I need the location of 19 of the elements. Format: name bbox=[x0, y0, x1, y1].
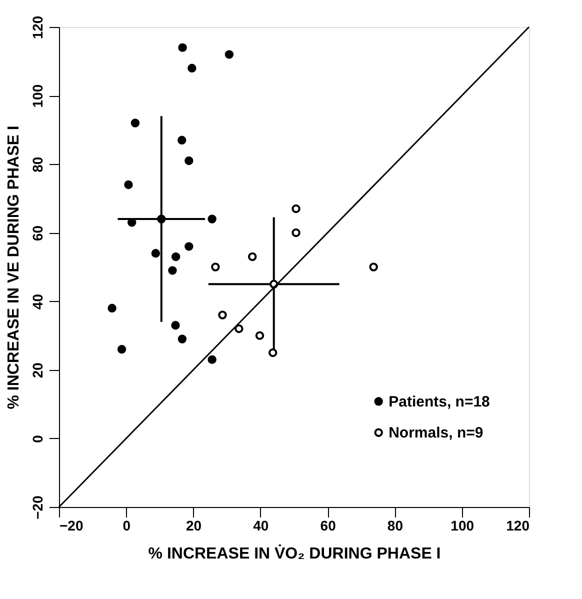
x-tick-label: 40 bbox=[253, 518, 269, 534]
legend-label: Patients, n=18 bbox=[388, 393, 490, 410]
y-tick-label: 120 bbox=[30, 16, 46, 40]
legend-label: Normals, n=9 bbox=[388, 424, 484, 442]
y-tick-label: 100 bbox=[30, 84, 46, 108]
x-tick-label: 120 bbox=[506, 518, 530, 534]
y-tick-label: 80 bbox=[30, 156, 46, 172]
x-tick-label: 0 bbox=[122, 518, 131, 534]
x-axis-title: % INCREASE IN V̇O₂ DURING PHASE I bbox=[148, 544, 441, 562]
y-tick-label: 20 bbox=[30, 362, 46, 378]
x-tick-label: −20 bbox=[60, 518, 84, 534]
x-tick-label: 100 bbox=[450, 518, 474, 534]
y-axis-title: % INCREASE IN VE DURING PHASE I bbox=[6, 126, 22, 410]
y-tick-label: 40 bbox=[30, 294, 46, 310]
y-tick-label: 60 bbox=[30, 225, 46, 242]
x-tick-label: 80 bbox=[387, 518, 404, 534]
y-tick-label: 0 bbox=[30, 434, 46, 443]
x-tick-label: 20 bbox=[186, 518, 202, 534]
x-tick-label: 60 bbox=[320, 518, 336, 534]
